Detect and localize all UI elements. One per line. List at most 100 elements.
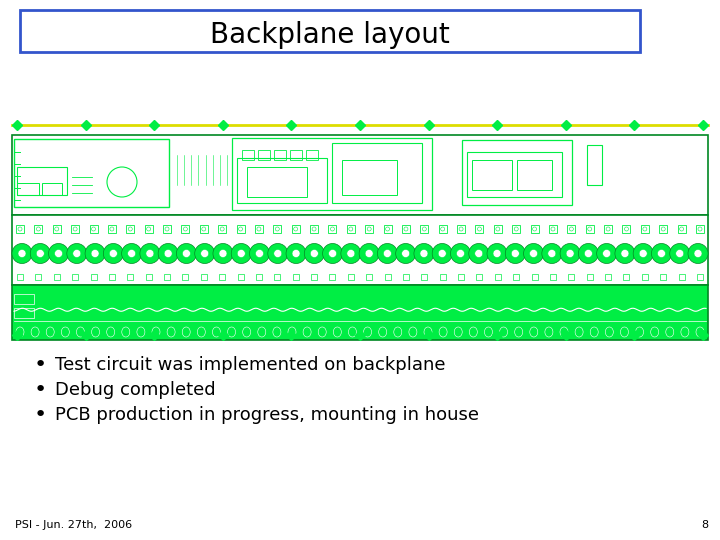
Bar [384, 225, 392, 233]
Bar [457, 225, 465, 233]
Ellipse shape [31, 327, 39, 337]
Bar [20, 10, 640, 52]
Ellipse shape [303, 327, 311, 337]
Bar [586, 225, 594, 233]
Circle shape [597, 244, 616, 264]
Text: •: • [33, 355, 47, 375]
Bar [17, 183, 39, 195]
Ellipse shape [515, 327, 523, 337]
Bar [366, 274, 372, 280]
Bar [311, 274, 317, 280]
Bar [237, 225, 245, 233]
Bar [347, 225, 355, 233]
Bar [697, 274, 703, 280]
Bar [12, 285, 708, 340]
Text: Test circuit was implemented on backplane: Test circuit was implemented on backplan… [55, 356, 446, 374]
Ellipse shape [666, 327, 674, 337]
Bar [292, 274, 299, 280]
Bar [145, 274, 152, 280]
Bar [14, 139, 169, 207]
Ellipse shape [469, 327, 477, 337]
Circle shape [109, 249, 117, 258]
Ellipse shape [348, 327, 356, 337]
Bar [12, 215, 708, 285]
Circle shape [341, 244, 361, 264]
Circle shape [402, 249, 410, 258]
Circle shape [30, 244, 50, 264]
Text: •: • [33, 380, 47, 400]
Ellipse shape [91, 327, 99, 337]
Bar [696, 225, 704, 233]
Ellipse shape [228, 327, 235, 337]
Bar [255, 225, 263, 233]
Circle shape [633, 244, 653, 264]
Bar [218, 225, 226, 233]
Text: •: • [33, 405, 47, 425]
Bar [274, 225, 282, 233]
Ellipse shape [439, 327, 447, 337]
Bar [402, 225, 410, 233]
Circle shape [474, 249, 482, 258]
Circle shape [566, 249, 574, 258]
Bar [513, 274, 519, 280]
Circle shape [201, 249, 209, 258]
Ellipse shape [560, 327, 568, 337]
Bar [623, 225, 631, 233]
Circle shape [676, 249, 684, 258]
Ellipse shape [288, 327, 296, 337]
Bar [42, 183, 62, 195]
Circle shape [511, 249, 519, 258]
Circle shape [615, 244, 635, 264]
Bar [247, 167, 307, 197]
Circle shape [176, 244, 197, 264]
Circle shape [414, 244, 434, 264]
Bar [182, 274, 189, 280]
Circle shape [621, 249, 629, 258]
Bar [531, 274, 538, 280]
Circle shape [122, 244, 142, 264]
Ellipse shape [318, 327, 326, 337]
Ellipse shape [379, 327, 387, 337]
Circle shape [694, 249, 702, 258]
Bar [232, 138, 432, 210]
Bar [549, 225, 557, 233]
Bar [342, 160, 397, 195]
Circle shape [194, 244, 215, 264]
Bar [475, 225, 483, 233]
Circle shape [451, 244, 470, 264]
Circle shape [328, 249, 336, 258]
Bar [660, 274, 666, 280]
Bar [290, 150, 302, 160]
Circle shape [396, 244, 415, 264]
Bar [587, 145, 602, 185]
Bar [242, 150, 254, 160]
Circle shape [657, 249, 665, 258]
Bar [145, 225, 153, 233]
Bar [199, 225, 208, 233]
Circle shape [493, 249, 501, 258]
Circle shape [146, 249, 154, 258]
Bar [274, 150, 286, 160]
Bar [238, 274, 243, 280]
Circle shape [688, 244, 708, 264]
Bar [71, 225, 79, 233]
Ellipse shape [212, 327, 220, 337]
Circle shape [213, 244, 233, 264]
Ellipse shape [590, 327, 598, 337]
Circle shape [420, 249, 428, 258]
Bar [679, 274, 685, 280]
Circle shape [18, 249, 26, 258]
Circle shape [164, 249, 172, 258]
Circle shape [487, 244, 507, 264]
Bar [17, 167, 67, 195]
Circle shape [238, 249, 246, 258]
Bar [494, 225, 502, 233]
Bar [16, 225, 24, 233]
Circle shape [158, 244, 178, 264]
Text: Backplane layout: Backplane layout [210, 21, 450, 49]
Bar [219, 274, 225, 280]
Circle shape [670, 244, 690, 264]
Bar [126, 225, 134, 233]
Ellipse shape [333, 327, 341, 337]
Circle shape [140, 244, 160, 264]
